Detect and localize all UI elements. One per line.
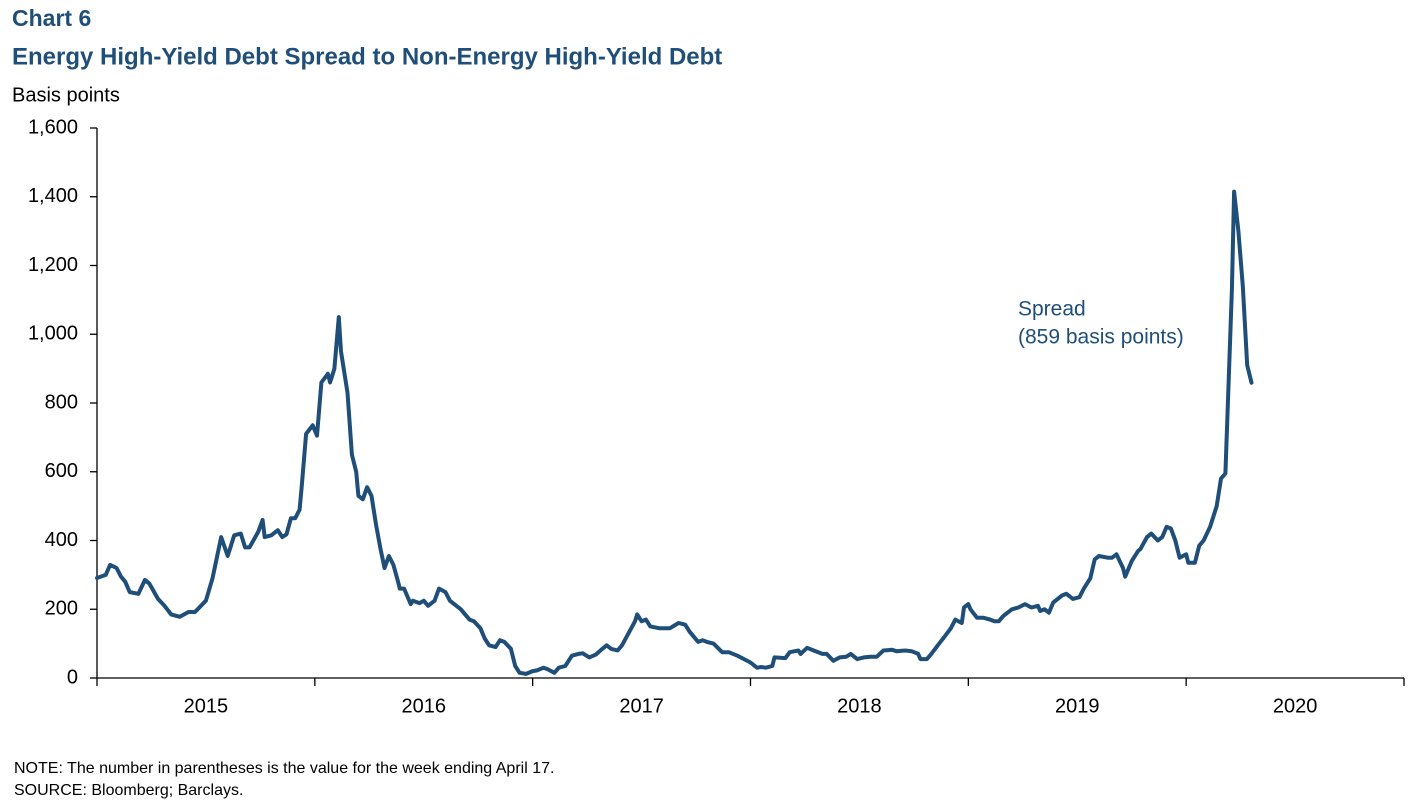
y-tick-label: 1,400 — [28, 185, 78, 207]
spread-line — [95, 189, 1254, 676]
x-tick-label: 2016 — [402, 695, 447, 717]
y-tick-label: 1,000 — [28, 323, 78, 345]
y-tick-label: 1,200 — [28, 254, 78, 276]
y-tick-label: 0 — [67, 666, 78, 688]
y-tick-label: 400 — [45, 529, 78, 551]
annotation: Spread — [1018, 298, 1086, 321]
note: NOTE: The number in parentheses is the v… — [14, 760, 554, 777]
x-tick-label: 2015 — [184, 695, 229, 717]
chart-subtitle: Energy High-Yield Debt Spread to Non-Ene… — [12, 43, 722, 70]
x-tick-label: 2017 — [619, 695, 664, 717]
y-axis-label: Basis points — [12, 84, 120, 106]
y-tick-label: 600 — [45, 460, 78, 482]
y-tick-label: 200 — [45, 598, 78, 620]
y-tick-label: 800 — [45, 391, 78, 413]
x-tick-label: 2020 — [1273, 695, 1318, 717]
x-tick-label: 2018 — [837, 695, 882, 717]
x-tick-label: 2019 — [1055, 695, 1100, 717]
chart-title: Chart 6 — [12, 5, 91, 31]
note: SOURCE: Bloomberg; Barclays. — [14, 782, 243, 799]
y-tick-label: 1,600 — [28, 116, 78, 138]
annotation: (859 basis points) — [1018, 326, 1184, 349]
